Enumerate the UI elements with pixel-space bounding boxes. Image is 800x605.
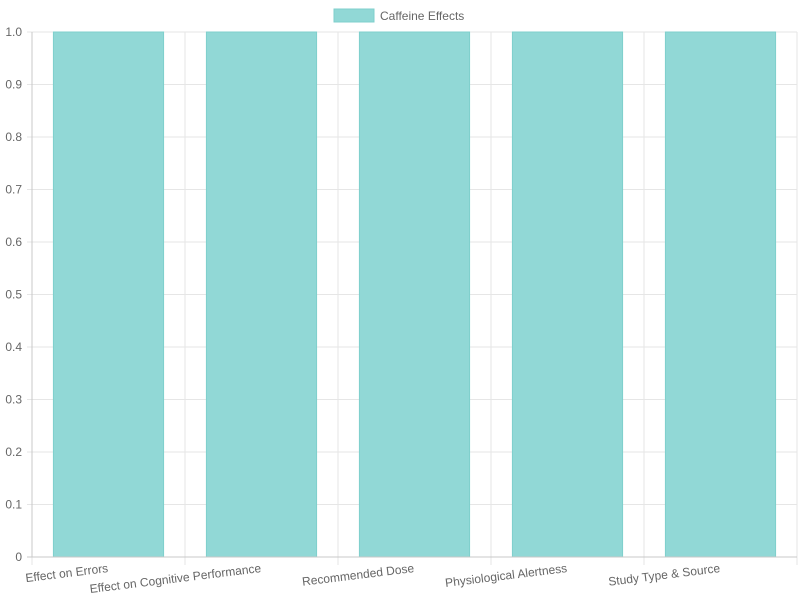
legend-swatch [333,8,375,23]
x-tick-label: Study Type & Source [607,561,721,589]
bars [52,31,777,558]
y-axis-tick-labels: 0 0.1 0.2 0.3 0.4 0.5 0.6 0.7 0.8 0.9 1.0 [5,25,22,564]
y-tick-label: 0.1 [5,498,22,512]
x-tick-label: Recommended Dose [301,561,415,589]
y-tick-label: 0.3 [5,393,22,407]
bar[interactable] [205,31,318,558]
bar[interactable] [664,31,777,558]
x-tick-label: Physiological Alertness [444,561,568,590]
legend-label: Caffeine Effects [380,9,464,23]
y-tick-label: 0.4 [5,340,22,354]
y-tick-label: 0.2 [5,445,22,459]
y-tick-label: 0.5 [5,288,22,302]
chart-legend[interactable]: Caffeine Effects [333,8,464,23]
axes [27,32,797,558]
y-tick-label: 0.7 [5,183,22,197]
x-tick-label: Effect on Cognitive Performance [89,561,262,596]
y-tick-label: 0.6 [5,235,22,249]
y-tick-label: 0.9 [5,78,22,92]
y-tick-label: 0 [15,550,22,564]
bar[interactable] [511,31,624,558]
bar[interactable] [358,31,471,558]
y-tick-label: 1.0 [5,25,22,39]
bar[interactable] [52,31,165,558]
y-tick-label: 0.8 [5,130,22,144]
